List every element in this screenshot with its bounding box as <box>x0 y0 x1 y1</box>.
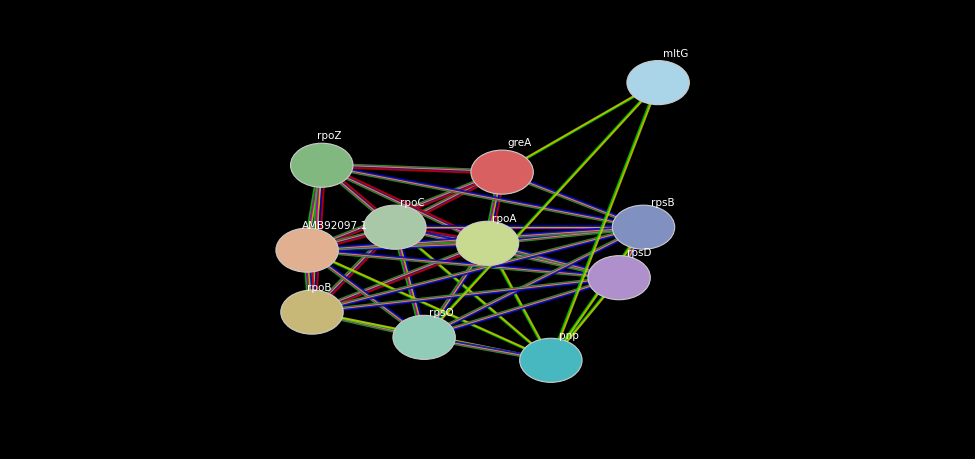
Ellipse shape <box>281 290 343 334</box>
Ellipse shape <box>456 221 519 265</box>
Ellipse shape <box>393 315 455 359</box>
Ellipse shape <box>291 143 353 187</box>
Text: pnp: pnp <box>559 331 578 341</box>
Text: rpsO: rpsO <box>429 308 453 318</box>
Ellipse shape <box>612 205 675 249</box>
Text: rpoA: rpoA <box>492 214 517 224</box>
Ellipse shape <box>364 205 426 249</box>
Ellipse shape <box>588 256 650 300</box>
Ellipse shape <box>627 61 689 105</box>
Text: rpsD: rpsD <box>627 248 651 258</box>
Text: rpoZ: rpoZ <box>317 131 341 141</box>
Text: rpoC: rpoC <box>400 198 424 208</box>
Text: AMB92097.1: AMB92097.1 <box>302 221 369 231</box>
Ellipse shape <box>471 150 533 194</box>
Text: rpsB: rpsB <box>651 198 675 208</box>
Ellipse shape <box>520 338 582 382</box>
Text: rpoB: rpoB <box>307 283 332 293</box>
Text: mltG: mltG <box>663 49 688 59</box>
Ellipse shape <box>276 228 338 272</box>
Text: greA: greA <box>507 138 531 148</box>
